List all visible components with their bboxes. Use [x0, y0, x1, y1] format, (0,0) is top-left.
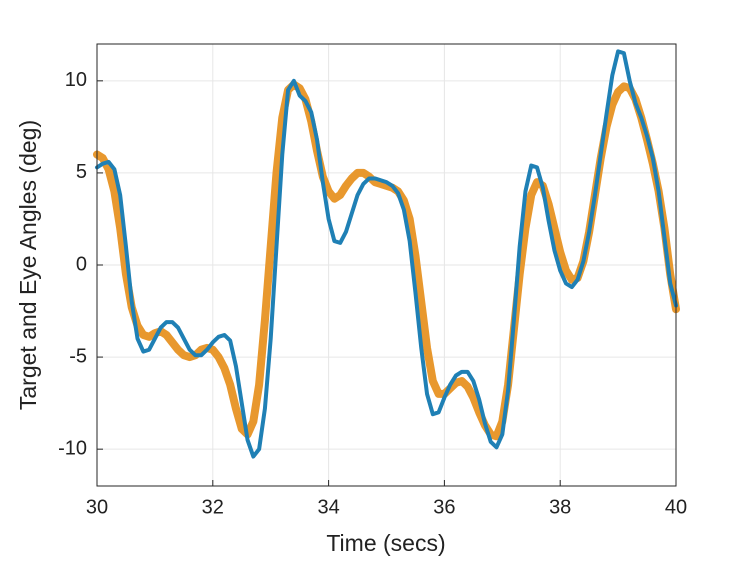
x-tick-label: 40: [665, 496, 687, 518]
x-tick-label: 38: [549, 496, 571, 518]
y-axis-label: Target and Eye Angles (deg): [15, 120, 41, 410]
y-tick-label: 10: [65, 69, 87, 91]
data-line: [95, 49, 678, 459]
y-tick-label: -5: [69, 345, 87, 367]
x-tick-label: 30: [86, 496, 108, 518]
y-tick-label: 5: [76, 161, 87, 183]
lines: [93, 49, 680, 459]
x-axis-label: Time (secs): [326, 530, 445, 556]
x-tick-label: 34: [317, 496, 339, 518]
x-tick-label: 32: [202, 496, 224, 518]
y-tick-label: -10: [58, 437, 87, 459]
grid: [96, 44, 677, 486]
x-tick-label: 36: [433, 496, 455, 518]
y-tick-label: 0: [76, 253, 87, 275]
data-line: [93, 80, 680, 441]
ticks: 30 32 34 36 38 40 -10 -5 0 5 10: [58, 69, 687, 518]
